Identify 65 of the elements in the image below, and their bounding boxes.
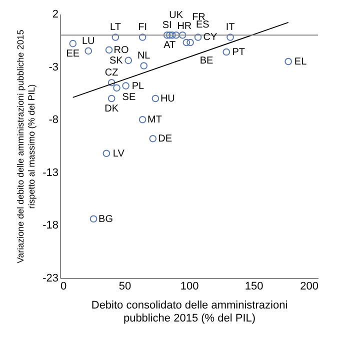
point [108,94,116,102]
data-label: CZ [104,68,118,79]
point [108,78,116,86]
data-label: SK [110,55,124,66]
point [194,34,202,41]
data-label: FI [138,22,148,34]
point [138,34,146,41]
y-tick-label: -8 [48,114,58,126]
data-label: SE [122,92,136,103]
data-label: CY [203,32,218,44]
point [284,58,292,66]
data-label: UK [169,10,184,22]
data-label: HR [177,21,192,32]
data-label: EE [66,48,80,60]
point [113,84,120,92]
point [166,31,174,39]
point [122,82,130,90]
point [102,150,110,158]
point [149,134,157,142]
point [222,48,230,56]
y-tick-label: -3 [48,61,58,74]
data-label: LT [110,22,121,34]
data-label: NL [137,50,151,62]
point [84,47,92,55]
data-label: EL [294,56,308,68]
data-label: HU [160,93,175,104]
point [168,31,176,39]
y-tick-label: 2 [52,8,58,20]
x-tick-label: 100 [180,280,199,292]
data-label: DK [104,103,119,114]
y-axis-title: Variazione del debito delle amministrazioni pubbliche 2015 rispetto al massimo (% del PIL) [16,30,37,264]
data-label: RO [114,44,129,56]
point [140,62,148,70]
data-label: BE [200,56,214,67]
y-tick-label: -18 [42,220,58,232]
point [182,38,190,46]
point [90,215,98,223]
point [152,94,160,102]
point [112,34,120,41]
data-label: BG [98,214,114,225]
data-label: IT [226,22,235,34]
x-axis-title: Debito consolidato delle amministrazioni pubbliche 2015 (% del PIL) [91,300,288,324]
data-label: LU [82,36,95,47]
data-label: LV [112,148,125,160]
point [226,34,234,41]
point [186,38,194,46]
point [172,31,180,39]
x-tick-label: 0 [60,280,67,292]
x-tick-label: 50 [118,280,132,292]
data-label: AT [164,40,176,52]
point [69,40,77,48]
y-tick-label: -23 [42,272,58,284]
y-tick-label: -13 [42,166,58,179]
point [178,31,186,39]
data-label: DE [158,134,172,145]
data-label: PT [232,47,245,58]
x-tick-label: 150 [244,280,264,292]
point [138,116,146,124]
point [124,56,132,64]
data-label: MT [148,114,162,126]
x-tick-label: 200 [300,280,318,292]
point [105,46,113,54]
data-label: SI [162,20,172,32]
data-label: PL [132,80,145,92]
point [163,31,171,39]
